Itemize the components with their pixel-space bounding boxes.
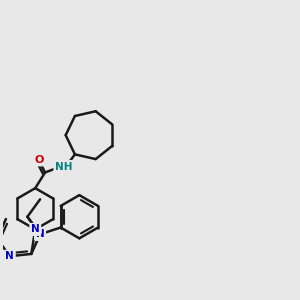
Text: NH: NH <box>55 162 73 172</box>
Text: N: N <box>5 251 14 261</box>
Text: N: N <box>31 224 40 234</box>
Text: O: O <box>34 155 44 165</box>
Text: O: O <box>36 229 44 239</box>
Text: N: N <box>36 229 44 239</box>
